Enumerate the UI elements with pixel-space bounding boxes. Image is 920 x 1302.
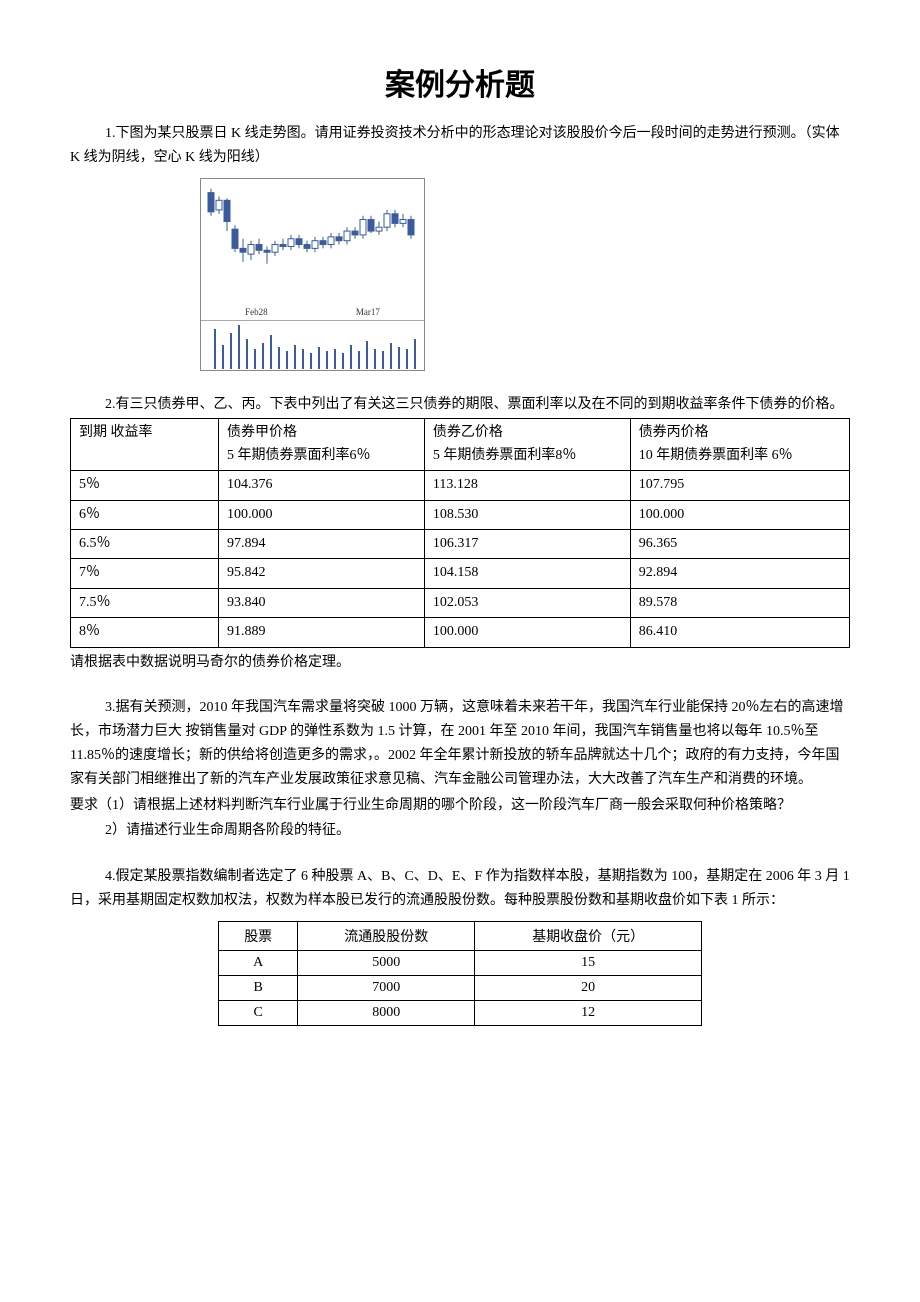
table-cell: 93.840: [219, 588, 425, 617]
table-cell: 6.5％: [71, 529, 219, 558]
table-cell: 8％: [71, 618, 219, 647]
header-bond-b: 债券乙价格 5 年期债券票面利率8％: [424, 419, 630, 471]
table-cell: 106.317: [424, 529, 630, 558]
table-cell: 91.889: [219, 618, 425, 647]
page-title: 案例分析题: [70, 60, 850, 104]
table-row: B700020: [219, 975, 702, 1000]
table-cell: 89.578: [630, 588, 849, 617]
table-cell: 20: [475, 975, 701, 1000]
table-row: 7％95.842104.15892.894: [71, 559, 850, 588]
table-cell: B: [219, 975, 298, 1000]
question-4: 4.假定某股票指数编制者选定了 6 种股票 A、B、C、D、E、F 作为指数样本…: [70, 865, 850, 1026]
table-cell: C: [219, 1000, 298, 1025]
stock-index-table: 股票 流通股股份数 基期收盘价（元） A500015B700020C800012: [218, 921, 702, 1026]
table-cell: 5000: [298, 950, 475, 975]
table-row: 5％104.376113.128107.795: [71, 471, 850, 500]
chart-x-labels: Feb28 Mar17: [201, 306, 424, 318]
header-bond-c: 债券丙价格 10 年期债券票面利率 6％: [630, 419, 849, 471]
table-cell: 92.894: [630, 559, 849, 588]
chart-label-2: Mar17: [356, 307, 380, 317]
candle-chart-svg: [201, 183, 421, 308]
table-cell: 5％: [71, 471, 219, 500]
table-row: A500015: [219, 950, 702, 975]
table-row: 6％100.000108.530100.000: [71, 500, 850, 529]
header-bond-a-sub: 5 年期债券票面利率6％: [227, 448, 371, 463]
chart-label-1: Feb28: [245, 307, 268, 317]
table-cell: 7000: [298, 975, 475, 1000]
table-cell: A: [219, 950, 298, 975]
q2-footer: 请根据表中数据说明马奇尔的债券价格定理。: [70, 651, 850, 675]
question-1: 1.下图为某只股票日 K 线走势图。请用证券投资技术分析中的形态理论对该股股价今…: [70, 122, 850, 371]
candlestick-chart: Feb28 Mar17: [200, 178, 425, 371]
table-cell: 95.842: [219, 559, 425, 588]
t2-h2: 流通股股份数: [298, 921, 475, 950]
table-row: 7.5％93.840102.05389.578: [71, 588, 850, 617]
table-row: 8％91.889100.00086.410: [71, 618, 850, 647]
header-bond-c-sub: 10 年期债券票面利率 6％: [639, 448, 793, 463]
table-cell: 7％: [71, 559, 219, 588]
table-cell: 102.053: [424, 588, 630, 617]
table-cell: 15: [475, 950, 701, 975]
table-cell: 104.158: [424, 559, 630, 588]
table-cell: 108.530: [424, 500, 630, 529]
table-row: C800012: [219, 1000, 702, 1025]
table-cell: 113.128: [424, 471, 630, 500]
table2-header-row: 股票 流通股股份数 基期收盘价（元）: [219, 921, 702, 950]
q3-p2: 要求（1）请根据上述材料判断汽车行业属于行业生命周期的哪个阶段，这一阶段汽车厂商…: [70, 794, 850, 818]
q1-text: 1.下图为某只股票日 K 线走势图。请用证券投资技术分析中的形态理论对该股股价今…: [70, 122, 850, 170]
table-cell: 96.365: [630, 529, 849, 558]
t2-h1: 股票: [219, 921, 298, 950]
table-cell: 107.795: [630, 471, 849, 500]
header-bond-b-sub: 5 年期债券票面利率8％: [433, 448, 577, 463]
q3-p1: 3.据有关预测，2010 年我国汽车需求量将突破 1000 万辆，这意味着未来若…: [70, 696, 850, 791]
header-bond-c-title: 债券丙价格: [639, 425, 709, 440]
volume-chart-svg: [205, 325, 419, 369]
question-3: 3.据有关预测，2010 年我国汽车需求量将突破 1000 万辆，这意味着未来若…: [70, 696, 850, 843]
table-cell: 86.410: [630, 618, 849, 647]
table-cell: 100.000: [424, 618, 630, 647]
header-yield: 到期 收益率: [71, 419, 219, 471]
volume-chart: [201, 320, 424, 370]
table-header-row: 到期 收益率 债券甲价格 5 年期债券票面利率6％ 债券乙价格 5 年期债券票面…: [71, 419, 850, 471]
header-bond-b-title: 债券乙价格: [433, 425, 503, 440]
bond-price-table: 到期 收益率 债券甲价格 5 年期债券票面利率6％ 债券乙价格 5 年期债券票面…: [70, 418, 850, 647]
t2-h3: 基期收盘价（元）: [475, 921, 701, 950]
table-row: 6.5％97.894106.31796.365: [71, 529, 850, 558]
table-cell: 8000: [298, 1000, 475, 1025]
table-cell: 97.894: [219, 529, 425, 558]
q4-p1: 4.假定某股票指数编制者选定了 6 种股票 A、B、C、D、E、F 作为指数样本…: [70, 865, 850, 913]
table-cell: 12: [475, 1000, 701, 1025]
q3-p3: 2）请描述行业生命周期各阶段的特征。: [105, 819, 850, 843]
table-cell: 104.376: [219, 471, 425, 500]
q2-intro: 2.有三只债券甲、乙、丙。下表中列出了有关这三只债券的期限、票面利率以及在不同的…: [70, 393, 850, 417]
header-bond-a: 债券甲价格 5 年期债券票面利率6％: [219, 419, 425, 471]
header-bond-a-title: 债券甲价格: [227, 425, 297, 440]
table-cell: 100.000: [630, 500, 849, 529]
table-cell: 7.5％: [71, 588, 219, 617]
table-cell: 6％: [71, 500, 219, 529]
question-2: 2.有三只债券甲、乙、丙。下表中列出了有关这三只债券的期限、票面利率以及在不同的…: [70, 393, 850, 675]
table-cell: 100.000: [219, 500, 425, 529]
